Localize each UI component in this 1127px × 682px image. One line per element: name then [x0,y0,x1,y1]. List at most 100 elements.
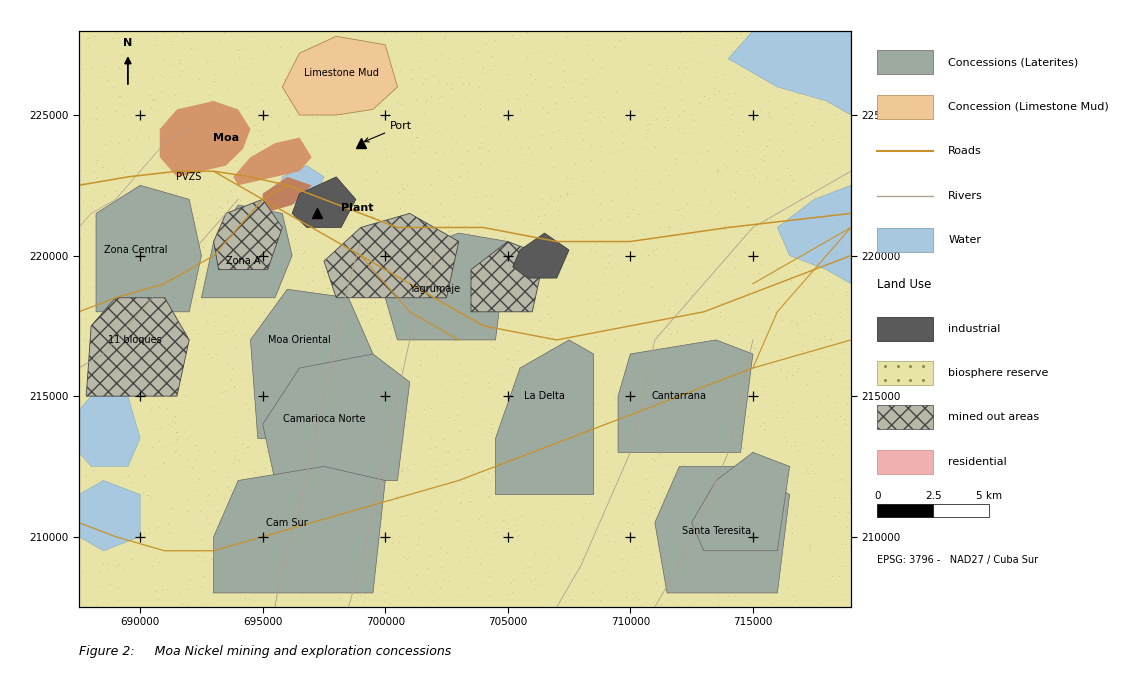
Point [94,224,112,235]
Point [726,263,744,273]
Point [270,349,289,359]
Point [704,83,722,93]
Point [123,512,141,522]
Point [620,269,638,280]
Point [840,107,858,118]
Point [673,516,691,527]
Point [416,579,434,590]
Point [106,262,124,273]
Point [506,132,524,143]
Point [397,216,415,227]
Point [628,353,646,364]
Point [207,212,225,223]
Point [826,342,844,353]
Point [509,530,527,541]
Point [149,379,167,390]
Point [376,490,394,501]
Point [107,276,125,286]
Point [745,227,763,238]
Point [387,78,405,89]
Point [392,98,410,109]
Point [762,256,780,267]
Point [215,518,233,529]
Point [579,49,597,60]
Point [468,567,486,578]
Point [156,72,174,83]
Point [525,232,543,243]
Point [798,218,816,228]
Point [783,527,801,538]
Point [790,67,808,78]
Point [504,355,522,366]
Point [298,544,316,554]
Point [131,209,149,220]
Point [149,275,167,286]
Point [738,202,756,213]
Point [653,451,671,462]
Point [542,264,560,275]
Point [751,104,769,115]
Point [420,443,438,454]
Point [432,543,450,554]
Point [376,209,394,220]
Point [800,142,818,153]
Point [415,108,433,119]
Point [748,228,766,239]
Point [169,601,187,612]
Point [801,539,819,550]
Point [92,321,110,332]
Point [266,436,284,447]
Point [558,477,576,488]
Point [105,300,123,311]
Point [762,31,780,42]
Point [729,129,747,140]
Point [743,473,761,484]
Point [645,244,663,255]
Point [600,214,618,225]
Point [82,208,100,219]
Point [827,397,845,408]
Point [734,337,752,348]
Point [390,535,408,546]
Point [105,455,123,466]
Text: residential: residential [949,457,1008,466]
Point [674,265,692,276]
Point [108,258,126,269]
Point [793,346,811,357]
Point [250,316,268,327]
Point [107,186,125,196]
Point [832,311,850,322]
Point [605,566,623,577]
Point [178,454,196,464]
Point [722,108,740,119]
Point [677,517,695,528]
Point [319,283,337,294]
Point [827,475,845,486]
Point [507,520,525,531]
Point [190,244,208,255]
Point [243,78,261,89]
Point [441,210,459,221]
Point [792,329,810,340]
Point [717,219,735,230]
Point [728,101,746,112]
Point [576,74,594,85]
Point [534,520,552,531]
Point [337,537,355,548]
Point [508,531,526,542]
Point [194,342,212,353]
Point [115,287,133,298]
Point [458,542,476,552]
Point [137,542,156,552]
Point [98,545,116,556]
Point [206,321,224,331]
Point [612,146,630,157]
Point [416,40,434,50]
Point [140,260,158,271]
Point [393,530,411,541]
Point [492,456,511,467]
Point [728,494,746,505]
Point [221,544,239,554]
Point [189,473,207,484]
Point [225,382,243,393]
